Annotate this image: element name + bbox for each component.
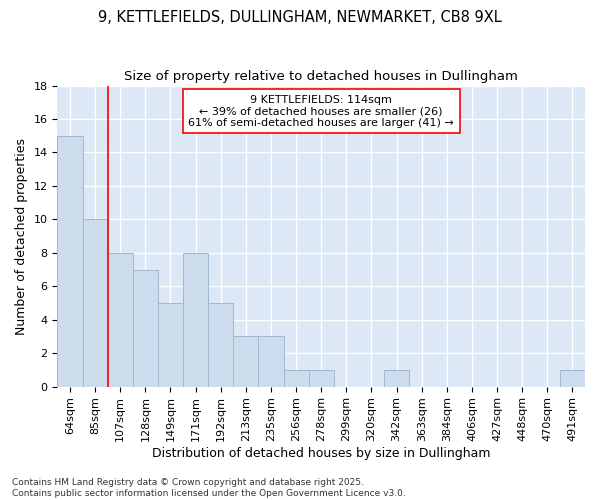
Title: Size of property relative to detached houses in Dullingham: Size of property relative to detached ho…	[124, 70, 518, 83]
Bar	[208, 303, 233, 386]
Bar	[183, 253, 208, 386]
Text: 9 KETTLEFIELDS: 114sqm
← 39% of detached houses are smaller (26)
61% of semi-det: 9 KETTLEFIELDS: 114sqm ← 39% of detached…	[188, 94, 454, 128]
Y-axis label: Number of detached properties: Number of detached properties	[15, 138, 28, 334]
X-axis label: Distribution of detached houses by size in Dullingham: Distribution of detached houses by size …	[152, 447, 490, 460]
Bar	[58, 136, 83, 386]
Bar	[83, 220, 107, 386]
Bar	[233, 336, 259, 386]
Bar	[560, 370, 585, 386]
Bar	[107, 253, 133, 386]
Bar	[158, 303, 183, 386]
Text: 9, KETTLEFIELDS, DULLINGHAM, NEWMARKET, CB8 9XL: 9, KETTLEFIELDS, DULLINGHAM, NEWMARKET, …	[98, 10, 502, 25]
Bar	[133, 270, 158, 386]
Bar	[308, 370, 334, 386]
Bar	[259, 336, 284, 386]
Bar	[284, 370, 308, 386]
Text: Contains HM Land Registry data © Crown copyright and database right 2025.
Contai: Contains HM Land Registry data © Crown c…	[12, 478, 406, 498]
Bar	[384, 370, 409, 386]
